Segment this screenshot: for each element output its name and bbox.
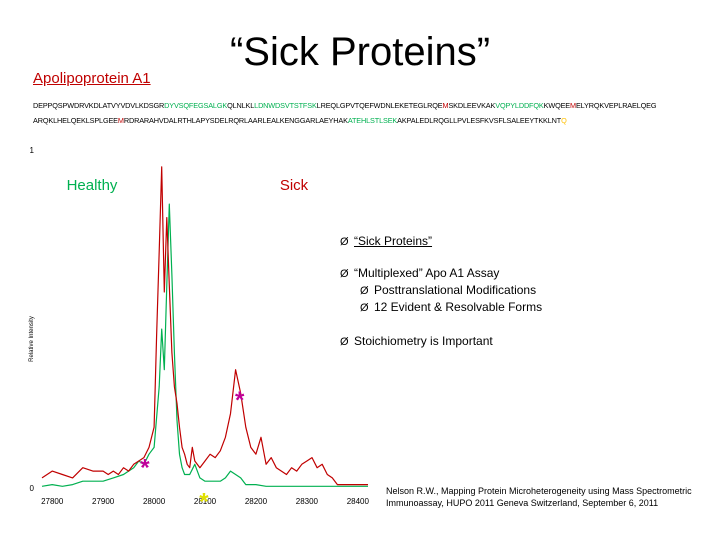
sequence-segment: M: [570, 101, 576, 110]
sequence-segment: QLNLKL: [227, 101, 255, 110]
x-tick-label: 28000: [143, 497, 166, 506]
asterisk-marker: *: [235, 387, 245, 414]
series-line: [41, 203, 368, 487]
x-tick-label: 27800: [41, 497, 64, 506]
protein-name: Apolipoprotein A1: [33, 70, 151, 87]
y-tick-label: 0: [30, 484, 35, 493]
chart-series: [41, 166, 368, 487]
sequence-segment: KWQEE: [543, 101, 571, 110]
sequence-segment: ARQKLHELQEKLSPLGEE: [33, 116, 118, 125]
y-axis-label: Relative Intensity: [29, 316, 35, 362]
asterisk-marker: *: [140, 455, 150, 482]
citation-line-2: Immunoassay, HUPO 2011 Geneva Switzerlan…: [386, 498, 659, 508]
bullet-arrow-icon: Ø: [360, 285, 369, 297]
bullet-arrow-icon: Ø: [340, 236, 349, 248]
sequence-segment: M: [117, 116, 124, 125]
sequence-line-1: DEPPQSPWDRVKDLATVYVDVLKDSGRDYVSQFEGSALGK…: [33, 101, 657, 110]
bullet-arrow-icon: Ø: [340, 336, 349, 348]
chart-annotations: * * *: [140, 387, 245, 515]
bullet-text: 12 Evident & Resolvable Forms: [374, 300, 543, 314]
sequence-segment: ELYRQKVEPLRAELQEG: [575, 101, 657, 110]
x-tick-label: 27900: [92, 497, 115, 506]
bullet-item: Ø “Sick Proteins”: [340, 234, 432, 248]
x-tick-label: 28400: [347, 497, 370, 506]
bullet-arrow-icon: Ø: [360, 302, 369, 314]
bullet-item: Ø 12 Evident & Resolvable Forms: [360, 300, 542, 314]
sequence-line-2: ARQKLHELQEKLSPLGEEMRDRARAHVDALRTHLAPYSDE…: [33, 116, 567, 125]
x-tick-label: 28300: [296, 497, 319, 506]
sequence-segment: RDRARAHVDALRTHLAPYSDELRQRLAARLEALKENGGAR…: [123, 116, 348, 125]
bullet-item: Ø Stoichiometry is Important: [340, 334, 493, 348]
sequence-segment: DYVSQFEGSALGK: [164, 101, 228, 110]
bullet-item: Ø Posttranslational Modifications: [360, 283, 536, 297]
x-tick-label: 28100: [194, 497, 217, 506]
bullet-text: “Multiplexed” Apo A1 Assay: [354, 266, 500, 280]
citation-line-1: Nelson R.W., Mapping Protein Microhetero…: [386, 486, 692, 496]
chart-axes: 0 1 27800 27900 28000 28100 28200 28300 28400 Rel…: [29, 146, 369, 506]
sequence-segment: DEPPQSPWDRVKDLATVYVDVLKDSGR: [33, 101, 165, 110]
sequence-segment: LDNWDSVTSTFSK: [254, 101, 317, 110]
legend-label: Sick: [280, 177, 309, 194]
citation: Nelson R.W., Mapping Protein Microhetero…: [386, 485, 692, 509]
sequence-segment: LREQLGPVTQEFWDNLEKETEGLRQE: [316, 101, 443, 110]
series-line: [41, 166, 368, 486]
slide-title: “Sick Proteins”: [229, 30, 491, 74]
asterisk-marker: *: [199, 489, 209, 516]
legend-label: Healthy: [67, 177, 118, 194]
sequence-segment: Q: [561, 116, 567, 125]
sequence-segment: AKPALEDLRQGLLPVLESFKVSFLSALEEYTKKLNT: [397, 116, 562, 125]
sequence-segment: ATEHLSTLSEK: [347, 116, 398, 125]
bullet-item: Ø “Multiplexed” Apo A1 Assay: [340, 266, 499, 280]
bullet-text: “Sick Proteins”: [354, 234, 433, 248]
y-tick-label: 1: [30, 146, 35, 155]
sequence-segment: VQPYLDDFQK: [495, 101, 544, 110]
x-tick-label: 28200: [245, 497, 268, 506]
sequence-segment: M: [442, 101, 449, 110]
bullet-text: Stoichiometry is Important: [354, 334, 493, 348]
bullet-text: Posttranslational Modifications: [374, 283, 537, 297]
chart-legend: Healthy Sick: [67, 177, 309, 194]
sequence-segment: SKDLEEVKAK: [448, 101, 496, 110]
bullet-arrow-icon: Ø: [340, 268, 349, 280]
